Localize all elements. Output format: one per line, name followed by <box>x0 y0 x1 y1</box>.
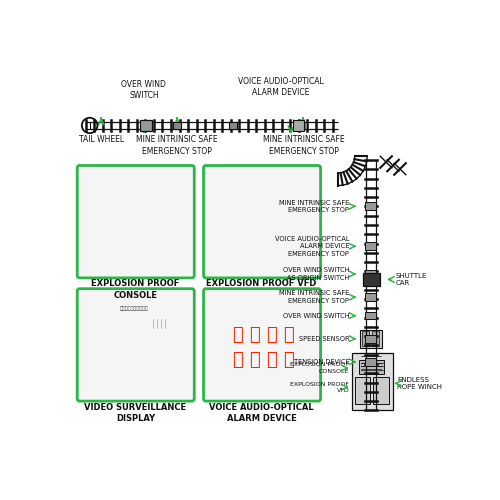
Text: EXPLOSION PROOF
VFD: EXPLOSION PROOF VFD <box>290 382 349 393</box>
FancyBboxPatch shape <box>228 200 300 235</box>
Bar <box>148 318 171 328</box>
Bar <box>138 332 175 358</box>
Bar <box>360 352 382 371</box>
Bar <box>354 377 370 404</box>
Text: EXPLOSION PROOF
CONSOLE: EXPLOSION PROOF CONSOLE <box>290 362 349 374</box>
Text: MINE INTRINSIC SAFE
EMERGENCY STOP: MINE INTRINSIC SAFE EMERGENCY STOP <box>279 200 349 213</box>
Text: MINE INTRINSIC SAFE
EMERGENCY STOP: MINE INTRINSIC SAFE EMERGENCY STOP <box>279 290 349 304</box>
Bar <box>128 191 146 210</box>
Text: 矿井生产视频监控系统: 矿井生产视频监控系统 <box>120 306 148 312</box>
FancyBboxPatch shape <box>224 174 304 200</box>
Text: 正 在 行 车: 正 在 行 车 <box>233 326 295 344</box>
Bar <box>365 202 376 210</box>
Text: TENSION DEVICE: TENSION DEVICE <box>294 359 349 365</box>
Bar <box>94 332 132 358</box>
Text: VIDEO SURVEILLANCE
DISPLAY: VIDEO SURVEILLANCE DISPLAY <box>84 402 186 423</box>
Bar <box>237 210 284 226</box>
Bar <box>365 335 376 342</box>
Text: OVER WIND SWITCH
AS ORIGIN SWITCH: OVER WIND SWITCH AS ORIGIN SWITCH <box>282 268 349 281</box>
Text: SPEED SENSOR: SPEED SENSOR <box>298 336 349 342</box>
Bar <box>136 331 176 360</box>
Circle shape <box>101 372 109 380</box>
Circle shape <box>115 372 123 380</box>
Text: SHUTTLE
CAR: SHUTTLE CAR <box>396 272 427 286</box>
FancyBboxPatch shape <box>204 166 320 278</box>
Bar <box>360 330 382 348</box>
Bar <box>374 377 389 404</box>
Text: TAIL WHEEL: TAIL WHEEL <box>78 136 124 144</box>
Bar <box>365 270 376 278</box>
Bar <box>365 312 376 320</box>
Text: 矿井生产视频监控系统矿井: 矿井生产视频监控系统矿井 <box>120 385 148 389</box>
FancyBboxPatch shape <box>215 310 313 387</box>
Polygon shape <box>105 172 167 241</box>
Bar <box>229 122 237 130</box>
Text: EXPLOSION PROOF
CONSOLE: EXPLOSION PROOF CONSOLE <box>91 280 180 299</box>
Bar <box>109 241 163 260</box>
Bar <box>365 242 376 250</box>
Bar <box>365 358 376 366</box>
Text: OVER WIND
SWITCH: OVER WIND SWITCH <box>122 80 166 100</box>
Bar <box>224 322 304 376</box>
FancyBboxPatch shape <box>77 166 194 278</box>
FancyBboxPatch shape <box>88 297 180 389</box>
Text: VOICE AUDIO-OPTICAL
ALARM DEVICE
EMERGENCY STOP: VOICE AUDIO-OPTICAL ALARM DEVICE EMERGEN… <box>275 236 349 257</box>
Bar <box>372 331 380 346</box>
FancyBboxPatch shape <box>77 288 194 401</box>
Text: VOICE AUDIO-OPTICAL
ALARM DEVICE: VOICE AUDIO-OPTICAL ALARM DEVICE <box>210 402 314 423</box>
Text: EXPLOSION PROOF VFD: EXPLOSION PROOF VFD <box>206 280 317 288</box>
Circle shape <box>129 372 137 380</box>
Bar <box>92 305 176 330</box>
Bar <box>92 331 133 360</box>
Text: VOICE AUDIO-OPTICAL
ALARM DEVICE: VOICE AUDIO-OPTICAL ALARM DEVICE <box>238 77 324 97</box>
Circle shape <box>286 174 299 187</box>
Bar <box>233 236 295 258</box>
Circle shape <box>224 174 230 181</box>
Text: MINE INTRINSIC SAFE
EMERGENCY STOP: MINE INTRINSIC SAFE EMERGENCY STOP <box>136 136 218 156</box>
Bar <box>117 183 156 218</box>
Bar <box>174 122 181 130</box>
Bar <box>113 223 160 237</box>
FancyBboxPatch shape <box>219 170 309 266</box>
Bar <box>294 120 304 131</box>
Text: 不 准 行 人: 不 准 行 人 <box>233 352 295 370</box>
Text: ENDLESS
ROPE WINCH: ENDLESS ROPE WINCH <box>398 376 442 390</box>
Text: OVER WIND SWITCH: OVER WIND SWITCH <box>282 312 349 318</box>
Bar <box>363 274 380 285</box>
Circle shape <box>298 174 304 181</box>
Bar <box>352 352 393 410</box>
Text: MINE INTRINSIC SAFE
EMERGENCY STOP: MINE INTRINSIC SAFE EMERGENCY STOP <box>264 136 345 156</box>
Bar <box>92 362 176 384</box>
Circle shape <box>224 255 230 261</box>
FancyBboxPatch shape <box>204 288 320 401</box>
Bar <box>140 120 152 131</box>
Bar <box>362 331 370 346</box>
Bar <box>360 360 384 374</box>
Circle shape <box>298 255 304 261</box>
Circle shape <box>229 174 241 187</box>
Bar <box>365 294 376 301</box>
Bar <box>299 122 306 130</box>
